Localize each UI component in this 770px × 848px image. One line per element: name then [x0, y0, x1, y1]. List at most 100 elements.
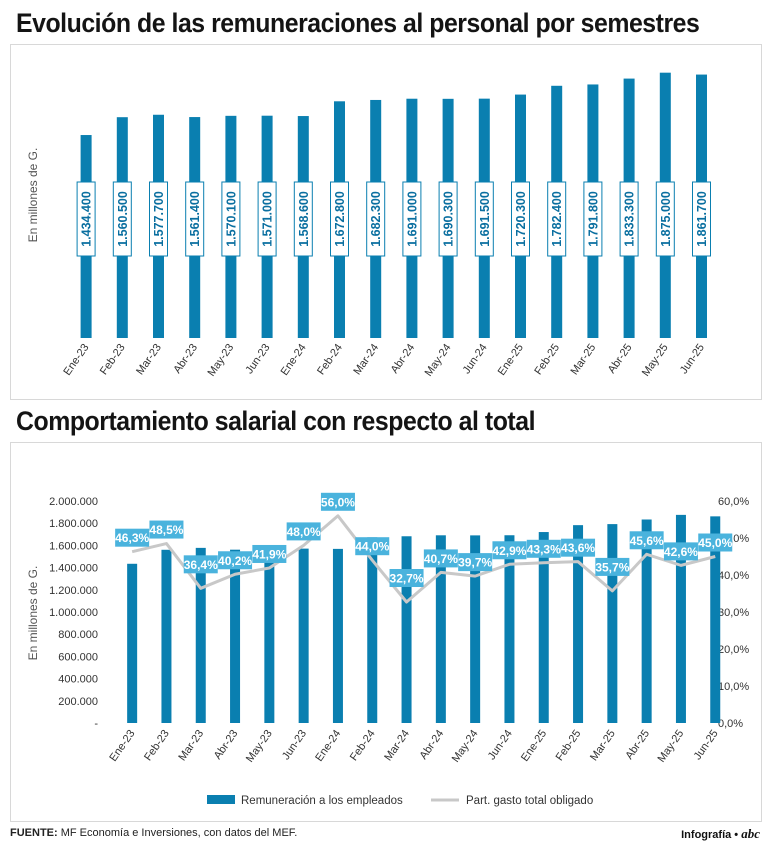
- line-point-label: 44,0%: [355, 537, 390, 556]
- x-tick-label: Mar-25: [588, 728, 618, 763]
- bar-value-label-box: [221, 181, 241, 257]
- left-tick-label: 1.600.000: [49, 540, 98, 552]
- bar-value-label-text: 1.690.300: [442, 191, 456, 247]
- bar-value-label-box: [112, 181, 132, 257]
- legend-label-line: Part. gasto total obligado: [466, 795, 593, 807]
- bar-value-label: 1.571.000: [257, 181, 277, 257]
- x-tick-label: Jun-24: [461, 342, 490, 376]
- source-label: FUENTE:: [10, 827, 58, 839]
- right-tick-label: 30,0%: [718, 607, 749, 619]
- x-tick-label: May-24: [423, 342, 454, 379]
- x-tick-label: Mar-23: [134, 342, 164, 377]
- x-tick-label: Ene-24: [313, 728, 343, 764]
- line-point-label-box: [663, 542, 698, 561]
- line-point-label-text: 48,0%: [287, 525, 321, 539]
- bar-value-label: 1.690.300: [438, 181, 458, 257]
- bar-value-label: 1.782.400: [547, 181, 567, 257]
- line-point-label-box: [629, 531, 664, 550]
- line-point-label-text: 45,0%: [698, 536, 732, 550]
- right-tick-label: 60,0%: [718, 496, 749, 508]
- line-point-label-box: [286, 522, 321, 541]
- line-point-label-text: 45,6%: [630, 534, 664, 548]
- bar-value-label-box: [619, 181, 639, 257]
- bar: [573, 525, 584, 723]
- bar: [161, 549, 172, 723]
- line-point-label-text: 44,0%: [355, 540, 389, 554]
- bar-value-label-text: 1.691.500: [478, 191, 492, 247]
- x-tick-label: Feb-25: [554, 728, 584, 763]
- bar: [127, 563, 138, 723]
- bar-value-label-text: 1.691.000: [405, 191, 419, 247]
- left-tick-label: 1.000.000: [49, 607, 98, 619]
- line-point-label-box: [698, 533, 733, 552]
- bar-value-label-text: 1.720.300: [514, 191, 528, 247]
- left-tick-label: 200.000: [58, 696, 98, 708]
- line-point-label: 42,9%: [492, 541, 527, 560]
- source-note: FUENTE: MF Economía e Inversiones, con d…: [10, 827, 297, 839]
- bar-value-label-box: [511, 181, 530, 257]
- line-series: [131, 514, 716, 604]
- bar: [195, 547, 206, 723]
- bar-value-label: 1.672.800: [330, 181, 349, 257]
- bar-value-label: 1.560.500: [112, 181, 132, 257]
- line-point-label-box: [183, 555, 218, 574]
- right-tick-label: 40,0%: [718, 570, 749, 582]
- x-tick-label: Ene-23: [107, 728, 137, 764]
- bar-value-label: 1.434.400: [76, 181, 96, 257]
- bar-value-label-text: 1.791.800: [586, 191, 600, 247]
- x-tick-label: May-25: [640, 342, 671, 379]
- bar-value-label: 1.833.300: [619, 181, 639, 257]
- line-point-label-box: [355, 537, 390, 556]
- bar-value-label: 1.691.500: [474, 181, 494, 257]
- left-tick-label: -: [94, 718, 98, 730]
- bar: [435, 535, 446, 723]
- left-tick-label: 1.400.000: [49, 563, 98, 575]
- line-point-label: 46,3%: [115, 528, 149, 547]
- line-point-label: 41,9%: [252, 544, 287, 563]
- bar: [264, 548, 275, 723]
- left-tick-label: 1.200.000: [49, 585, 98, 597]
- y-axis-label: En millones de G.: [26, 566, 40, 661]
- x-tick-label: Feb-24: [315, 342, 345, 377]
- bar-value-label-text: 1.561.400: [188, 191, 202, 247]
- line-point-label-box: [526, 539, 561, 558]
- right-tick-label: 0,0%: [718, 718, 743, 730]
- line-point-label-box: [149, 520, 184, 539]
- left-tick-label: 2.000.000: [49, 496, 98, 508]
- left-tick-label: 800.000: [58, 629, 98, 641]
- bar-value-label-text: 1.861.700: [695, 191, 709, 247]
- x-tick-label: May-23: [244, 728, 275, 765]
- line-point-label: 48,5%: [149, 520, 184, 539]
- line-point-label-box: [492, 541, 527, 560]
- bar-value-label-text: 1.782.400: [550, 191, 564, 247]
- bar-value-label: 1.570.100: [221, 181, 241, 257]
- x-tick-label: Abr-25: [606, 342, 635, 376]
- bar-value-label-box: [257, 181, 277, 257]
- bar: [607, 524, 618, 723]
- line-point-label-text: 46,3%: [115, 531, 149, 545]
- line-point-label-box: [320, 492, 355, 511]
- x-tick-label: Mar-24: [351, 342, 381, 377]
- bar-value-label-text: 1.577.700: [152, 191, 166, 247]
- line-point-label-text: 36,4%: [184, 558, 218, 572]
- bar-value-label-box: [293, 181, 313, 257]
- x-tick-label: Feb-25: [532, 342, 562, 377]
- chart-title-top: Evolución de las remuneraciones al perso…: [16, 8, 700, 38]
- left-tick-label: 400.000: [58, 674, 98, 686]
- line-point-label-box: [423, 549, 458, 568]
- y-axis-label: En millones de G.: [26, 148, 40, 243]
- bar: [298, 548, 309, 723]
- right-tick-label: 20,0%: [718, 644, 749, 656]
- bar-value-label-text: 1.571.000: [261, 191, 275, 247]
- x-tick-label: Abr-24: [389, 342, 418, 376]
- bar-value-label-box: [547, 181, 567, 257]
- line-point-label: 45,6%: [629, 531, 664, 550]
- bar: [367, 537, 378, 723]
- bar-value-label: 1.568.600: [293, 181, 313, 257]
- x-tick-label: Feb-24: [348, 728, 378, 763]
- line-point-label: 45,0%: [698, 533, 733, 552]
- line-point-label-text: 40,7%: [424, 552, 458, 566]
- bar: [332, 548, 343, 723]
- x-tick-label: Jun-25: [692, 728, 721, 762]
- bar-value-label: 1.861.700: [692, 181, 711, 257]
